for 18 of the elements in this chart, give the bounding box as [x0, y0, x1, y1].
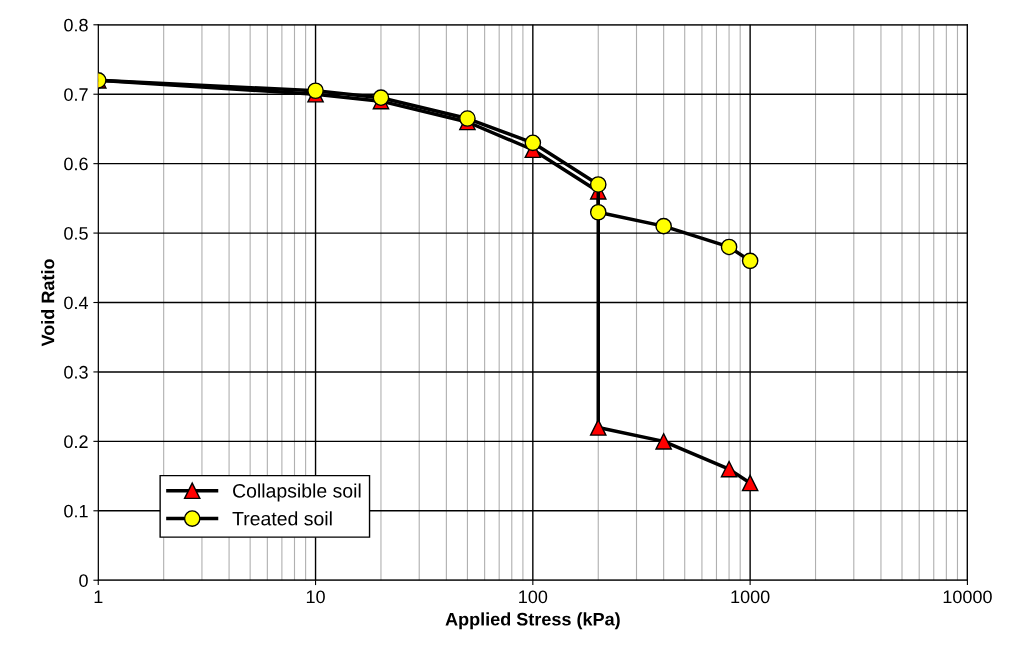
x-tick-label: 10000 [943, 590, 992, 604]
y-tick-label: 0.8 [64, 18, 88, 32]
y-tick-label: 0 [79, 574, 88, 587]
y-tick-label: 0.3 [64, 365, 88, 379]
y-tick-label: 0.5 [64, 227, 88, 240]
y-tick-label: 0.6 [64, 157, 88, 171]
x-tick-label: 10 [306, 590, 325, 604]
x-tick-label: 1 [94, 590, 103, 604]
x-tick-label: 1000 [731, 590, 770, 604]
y-axis-title: Void Ratio [41, 259, 55, 347]
y-tick-label: 0.2 [64, 435, 88, 449]
y-tick-label: 0.7 [64, 88, 88, 101]
x-tick-label: 100 [519, 590, 548, 604]
legend-label: Treated soil [232, 511, 332, 526]
y-tick-label: 0.1 [64, 504, 88, 518]
y-tick-label: 0.4 [64, 296, 89, 310]
legend-label: Collapsible soil [233, 483, 361, 502]
x-axis-title: Applied Stress (kPa) [445, 612, 620, 630]
